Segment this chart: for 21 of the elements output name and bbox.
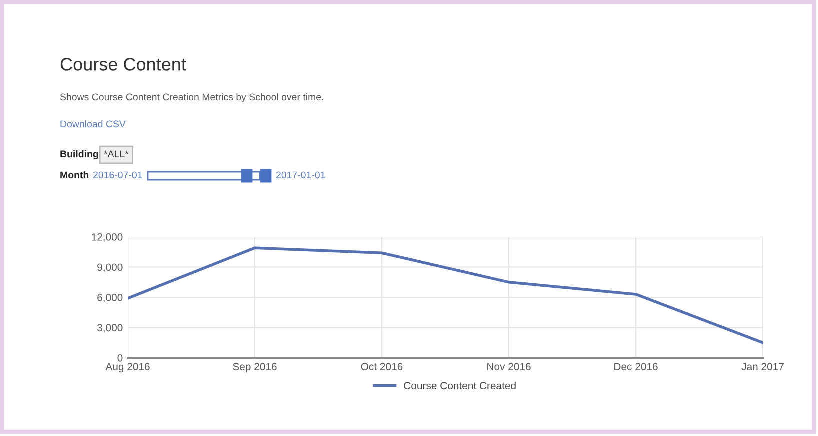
text: Download CSV: [60, 120, 126, 128]
y-tick-label: 6,000: [98, 294, 123, 303]
x-tick-label: Dec 2016: [614, 363, 658, 371]
x-tick-label: Sep 2016: [233, 363, 277, 373]
y-tick-label: 0: [118, 354, 123, 362]
text: *ALL*: [104, 150, 129, 158]
chart-subtitle: Shows Course Content Creation Metrics by School over time.: [60, 93, 324, 103]
text: Month: [60, 171, 89, 179]
y-tick-label: 3,000: [97, 324, 123, 333]
y-tick-label: 12,000: [92, 234, 123, 242]
text: 2016-07-01: [93, 172, 142, 179]
text: Building: [60, 150, 98, 160]
x-tick-label: Jan 2017: [742, 363, 784, 371]
line-series: [128, 246, 763, 344]
text: 2017-01-01: [276, 172, 326, 179]
x-tick-label: Nov 2016: [488, 363, 531, 371]
y-tick-label: 9,000: [98, 264, 123, 272]
legend-label: Course Content Created: [404, 382, 516, 390]
x-tick-label: Oct 2016: [361, 363, 403, 371]
x-tick-label: Aug 2016: [106, 363, 150, 373]
chart-title: Course Content: [60, 58, 186, 71]
